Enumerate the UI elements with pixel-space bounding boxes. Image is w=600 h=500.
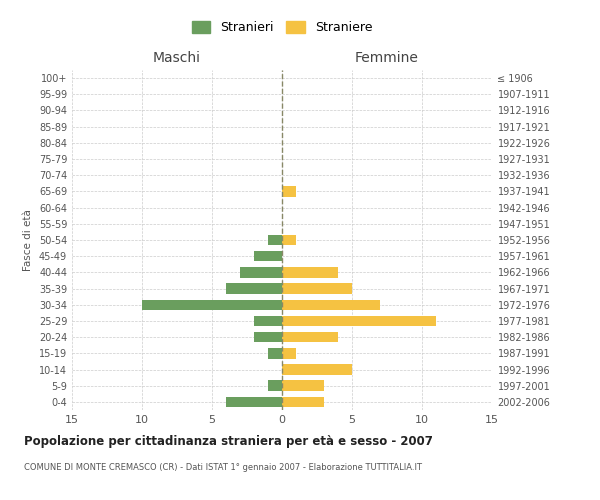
Bar [254,332,282,342]
Bar [282,300,380,310]
Bar [268,380,282,391]
Bar [282,234,296,246]
Bar [142,300,282,310]
Bar [282,284,352,294]
Bar [282,332,338,342]
Bar [282,396,324,407]
Bar [226,284,282,294]
Text: Maschi: Maschi [153,51,201,65]
Bar [268,348,282,358]
Bar [282,380,324,391]
Bar [254,316,282,326]
Bar [268,234,282,246]
Bar [254,251,282,262]
Bar [226,396,282,407]
Bar [282,364,352,375]
Legend: Stranieri, Straniere: Stranieri, Straniere [187,16,377,40]
Bar [282,316,436,326]
Bar [282,348,296,358]
Y-axis label: Fasce di età: Fasce di età [23,209,33,271]
Bar [240,267,282,278]
Bar [282,186,296,196]
Text: Popolazione per cittadinanza straniera per età e sesso - 2007: Popolazione per cittadinanza straniera p… [24,435,433,448]
Bar [282,267,338,278]
Text: Femmine: Femmine [355,51,419,65]
Text: COMUNE DI MONTE CREMASCO (CR) - Dati ISTAT 1° gennaio 2007 - Elaborazione TUTTIT: COMUNE DI MONTE CREMASCO (CR) - Dati IST… [24,462,422,471]
